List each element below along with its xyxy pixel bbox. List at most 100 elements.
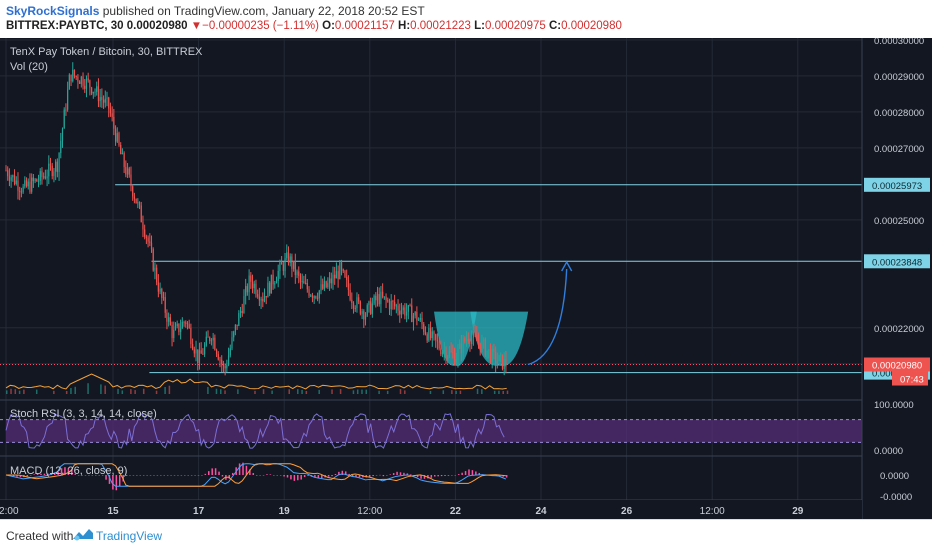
candle-body [178, 323, 180, 333]
macd-hist-bar [238, 463, 241, 475]
candle-body [209, 337, 211, 341]
candle-body [238, 313, 240, 326]
price-axis[interactable]: 0.00030000 0.00029000 0.00028000 0.00027000… [861, 38, 932, 519]
candle-body [303, 281, 305, 284]
candle-body [236, 324, 238, 326]
macd-hist-bar [184, 475, 186, 476]
volume-bar [361, 389, 363, 394]
candle-body [400, 310, 403, 315]
price-change: −0.00000235 (−1.11%) [202, 20, 319, 32]
macd-hist-bar [403, 472, 405, 475]
candle-body [423, 324, 425, 332]
candle-body [412, 315, 415, 322]
volume-bar [404, 390, 406, 394]
candle-body [340, 262, 343, 270]
macd-hist-bar [348, 473, 350, 475]
candles [5, 62, 507, 376]
macd-hist-bar [57, 471, 59, 475]
macd-hist-bar [355, 475, 357, 478]
macd-hist-bar [153, 475, 155, 476]
macd-hist-bar [194, 475, 196, 476]
candle-body [137, 202, 139, 204]
low-value: 0.00020975 [485, 20, 546, 32]
macd-hist-bar [283, 475, 285, 477]
candle-body [231, 337, 233, 349]
candle-body [409, 305, 411, 307]
candle-body [440, 348, 442, 355]
price-chart[interactable]: 0.00030000 0.00029000 0.00028000 0.00027000… [0, 38, 932, 519]
candle-body [351, 299, 353, 304]
volume-legend: Vol (20) [10, 61, 48, 73]
candle-body [417, 319, 420, 321]
candle-body [337, 271, 339, 279]
macd-hist-bar [317, 475, 320, 479]
candle-body [31, 177, 33, 192]
price-tick: 0.00028000 [874, 108, 924, 119]
candle-body [469, 340, 471, 345]
macd-hist-bar [471, 470, 474, 475]
macd-hist-bar [327, 475, 330, 477]
candle-body [479, 342, 481, 351]
candle-body [395, 305, 397, 307]
candle-body [450, 350, 452, 352]
macd-hist-bar [26, 475, 29, 477]
tradingview-link[interactable]: TradingView [96, 529, 163, 543]
macd-hist-bar [81, 475, 83, 476]
volume-pane [5, 373, 509, 394]
candle-body [325, 281, 327, 288]
candle-body [438, 341, 440, 349]
candle-body [373, 295, 375, 304]
candle-body [212, 337, 214, 341]
time-axis[interactable]: 12:00 15 17 19 12:00 22 24 26 12:00 29 [0, 500, 862, 519]
candle-body [29, 181, 31, 192]
macd-hist-bar [187, 475, 189, 476]
macd-hist-bar [252, 473, 255, 475]
projection-arrow [527, 268, 568, 366]
candle-body [476, 334, 478, 341]
volume-bar [451, 390, 453, 394]
current-price-tag: 0.00020980 [872, 361, 922, 372]
candle-body [263, 296, 266, 302]
candle-body [426, 334, 428, 341]
candle-body [113, 116, 115, 129]
candle-body [287, 252, 290, 263]
level-tag-bg [864, 254, 930, 269]
candle-body [193, 349, 195, 354]
volume-bar [506, 390, 509, 394]
author-link[interactable]: SkyRockSignals [6, 4, 100, 18]
candle-body [198, 350, 201, 363]
macd-legend: MACD (12, 26, close, 9) [10, 465, 127, 477]
macd-hist-bar [286, 475, 289, 478]
candle-body [56, 161, 58, 173]
candle-body [289, 256, 291, 263]
candle-body [328, 278, 331, 284]
macd-hist-bar [478, 472, 481, 475]
tradingview-logo-icon [73, 529, 93, 541]
macd-hist-bar [177, 475, 179, 476]
candle-body [262, 298, 264, 302]
macd-hist-bar [180, 475, 183, 476]
candle-body [363, 311, 365, 320]
candle-body [125, 167, 127, 175]
candle-body [258, 296, 260, 301]
candle-body [142, 222, 144, 230]
macd-hist-bar [279, 475, 282, 476]
candle-body [334, 274, 336, 279]
macd-hist-bar [88, 475, 90, 476]
candle-body [270, 274, 272, 294]
candle-body [306, 282, 308, 290]
candle-body [383, 296, 385, 298]
candle-body [19, 190, 21, 192]
macd-hist-bar [245, 465, 248, 475]
candle-body [116, 133, 118, 142]
countdown: 07:43 [900, 375, 924, 386]
volume-bar [476, 388, 479, 394]
candle-body [282, 264, 284, 271]
macd-hist-bar [146, 475, 148, 476]
candle-body [248, 275, 250, 293]
candle-body [505, 358, 507, 367]
volume-bar [288, 389, 290, 394]
candle-body [37, 180, 40, 182]
macd-hist-bar [197, 475, 200, 476]
macd-hist-bar [475, 471, 477, 475]
